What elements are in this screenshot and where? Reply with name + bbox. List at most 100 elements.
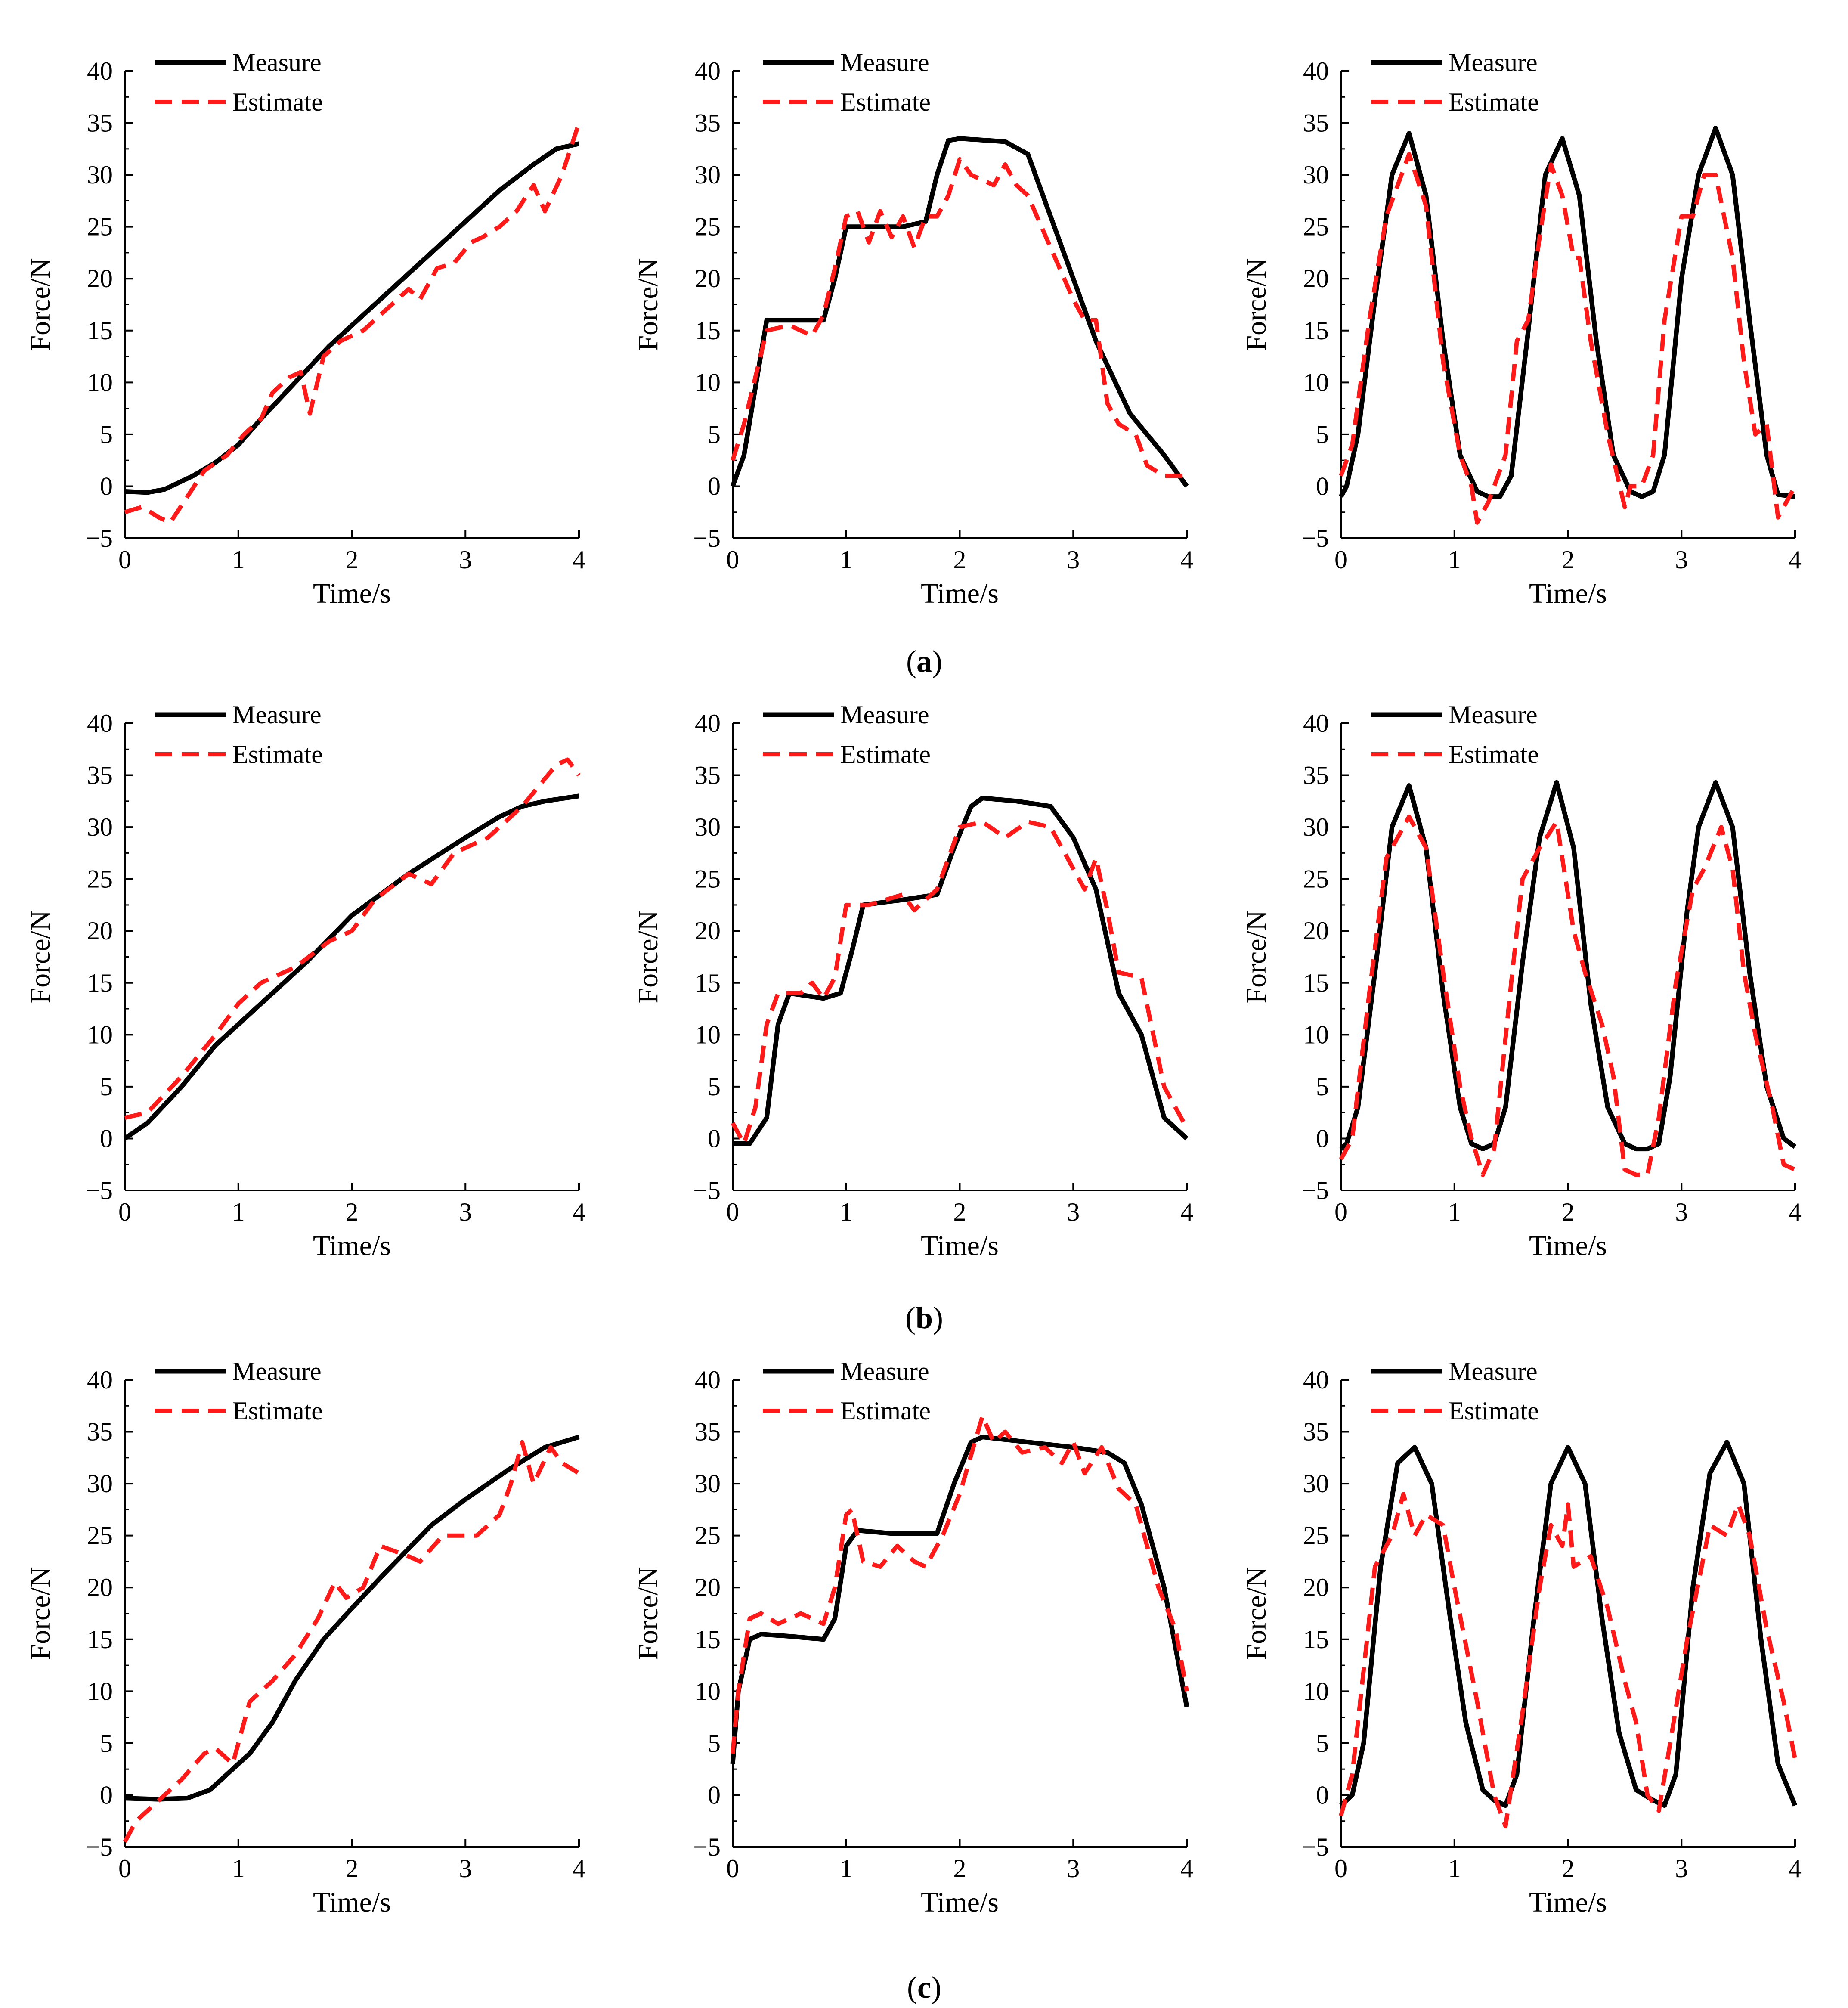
legend-label-estimate: Estimate xyxy=(840,88,931,116)
series-line-measure xyxy=(1339,126,1795,499)
y-tick-label: 35 xyxy=(695,109,721,137)
y-tick-label: 20 xyxy=(695,917,721,945)
series-line-estimate xyxy=(731,1414,1189,1754)
y-tick-label: 20 xyxy=(1303,264,1329,293)
y-axis-title: Force/N xyxy=(1241,1567,1272,1660)
series-line-measure xyxy=(124,141,580,495)
series-line-estimate xyxy=(1339,815,1796,1177)
y-tick-label: −5 xyxy=(1301,1833,1329,1861)
y-tick-label: 30 xyxy=(87,161,113,189)
x-tick-label: 1 xyxy=(232,545,245,574)
x-axis-title: Time/s xyxy=(921,578,999,609)
y-tick-label: 30 xyxy=(87,813,113,841)
y-tick-label: 0 xyxy=(708,1124,721,1153)
y-axis-title: Force/N xyxy=(25,910,56,1003)
series-line-measure xyxy=(1339,1440,1798,1808)
y-tick-label: 0 xyxy=(100,1781,113,1809)
x-tick-label: 4 xyxy=(1789,1854,1802,1883)
legend-label-measure: Measure xyxy=(840,1357,929,1385)
y-tick-label: 0 xyxy=(100,1124,113,1153)
series-line-measure xyxy=(1339,780,1797,1152)
y-axis-title: Force/N xyxy=(632,910,664,1003)
x-tick-label: 4 xyxy=(573,1854,585,1883)
y-tick-label: 0 xyxy=(708,472,721,500)
y-tick-label: 10 xyxy=(1303,1020,1329,1049)
x-tick-label: 1 xyxy=(1448,1198,1461,1226)
y-tick-label: 10 xyxy=(695,1020,721,1049)
y-tick-label: 5 xyxy=(708,1072,721,1101)
x-tick-label: 0 xyxy=(726,1854,739,1883)
y-tick-label: 15 xyxy=(695,969,721,997)
legend-label-estimate: Estimate xyxy=(1449,1397,1539,1425)
y-tick-label: 35 xyxy=(87,761,113,790)
y-tick-label: 10 xyxy=(1303,1677,1329,1705)
legend-label-estimate: Estimate xyxy=(232,88,323,116)
legend-label-measure: Measure xyxy=(232,700,322,729)
x-tick-label: 0 xyxy=(118,1198,131,1226)
x-tick-label: 3 xyxy=(459,1854,472,1883)
y-tick-label: 35 xyxy=(87,109,113,137)
y-axis-title: Force/N xyxy=(1241,258,1272,351)
y-tick-label: −5 xyxy=(85,1833,113,1861)
x-tick-label: 0 xyxy=(726,1198,739,1226)
caption-c: (c) xyxy=(907,1970,941,2005)
y-tick-label: 25 xyxy=(1303,865,1329,893)
y-tick-label: −5 xyxy=(85,1176,113,1205)
caption-a-letter: a xyxy=(916,644,932,679)
y-tick-label: 10 xyxy=(695,368,721,397)
y-tick-label: 30 xyxy=(1303,1469,1329,1498)
x-tick-label: 2 xyxy=(953,1854,966,1883)
y-tick-label: 20 xyxy=(695,264,721,293)
chart-panel-b1: 0 1 2 3 4−50510152025303540Time/sForce/NMeas… xyxy=(25,700,585,1261)
y-tick-label: 25 xyxy=(87,213,113,241)
y-tick-label: 0 xyxy=(708,1781,721,1809)
x-axis-title: Time/s xyxy=(921,1230,999,1261)
y-tick-label: 15 xyxy=(1303,1625,1329,1654)
series-line-estimate xyxy=(124,122,581,525)
legend-label-measure: Measure xyxy=(840,48,929,77)
y-tick-label: 5 xyxy=(708,1729,721,1757)
x-tick-label: 4 xyxy=(1180,545,1193,574)
chart-panel-a2: 0 1 2 3 4−50510152025303540Time/sForce/NMeas… xyxy=(632,48,1193,609)
series-line-measure xyxy=(123,793,579,1140)
legend-label-estimate: Estimate xyxy=(1449,88,1539,116)
y-tick-label: 30 xyxy=(1303,161,1329,189)
y-tick-label: 40 xyxy=(695,709,721,738)
y-tick-label: 30 xyxy=(695,813,721,841)
y-tick-label: 5 xyxy=(1316,1072,1329,1101)
chart-panel-c1: 0 1 2 3 4−50510152025303540Time/sForce/NMeas… xyxy=(25,1357,585,1918)
x-tick-label: 4 xyxy=(1789,1198,1802,1226)
y-tick-label: 35 xyxy=(695,1418,721,1446)
x-tick-label: 2 xyxy=(953,545,966,574)
series-line-measure xyxy=(730,136,1189,488)
x-axis-title: Time/s xyxy=(313,1887,391,1918)
x-tick-label: 4 xyxy=(1789,545,1802,574)
x-tick-label: 1 xyxy=(1448,1854,1461,1883)
y-tick-label: 40 xyxy=(1303,1366,1329,1394)
y-tick-label: 30 xyxy=(87,1469,113,1498)
x-axis-title: Time/s xyxy=(921,1887,999,1918)
y-tick-label: 20 xyxy=(695,1573,721,1602)
y-axis-title: Force/N xyxy=(632,1567,664,1660)
x-tick-label: 2 xyxy=(1562,1198,1575,1226)
y-tick-label: 25 xyxy=(695,1521,721,1550)
x-tick-label: 3 xyxy=(1067,1854,1080,1883)
x-tick-label: 2 xyxy=(1562,545,1575,574)
y-tick-label: −5 xyxy=(1301,524,1329,552)
y-tick-label: 15 xyxy=(695,316,721,345)
legend-label-measure: Measure xyxy=(1449,48,1538,77)
y-tick-label: 35 xyxy=(695,761,721,790)
legend-label-measure: Measure xyxy=(840,700,929,729)
y-tick-label: 10 xyxy=(87,1020,113,1049)
y-tick-label: 20 xyxy=(1303,917,1329,945)
y-tick-label: 10 xyxy=(1303,368,1329,397)
y-tick-label: 0 xyxy=(1316,1124,1329,1153)
y-tick-label: 40 xyxy=(87,57,113,85)
x-tick-label: 3 xyxy=(459,545,472,574)
x-tick-label: 3 xyxy=(1067,1198,1080,1226)
y-tick-label: 15 xyxy=(87,969,113,997)
y-tick-label: −5 xyxy=(693,1176,721,1205)
y-tick-label: 0 xyxy=(100,472,113,500)
chart-panel-a3: 0 1 2 3 4−50510152025303540Time/sForce/NMeas… xyxy=(1241,48,1802,609)
x-tick-label: 2 xyxy=(953,1198,966,1226)
